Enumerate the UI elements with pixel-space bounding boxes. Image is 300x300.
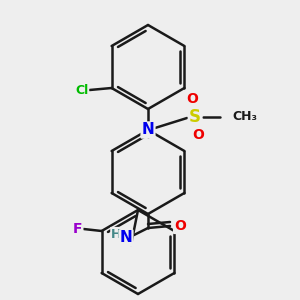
Text: S: S — [189, 108, 201, 126]
Text: H: H — [111, 227, 121, 241]
Text: CH₃: CH₃ — [232, 110, 257, 124]
Text: O: O — [192, 128, 204, 142]
Text: N: N — [120, 230, 132, 245]
Text: O: O — [174, 219, 186, 233]
Text: F: F — [73, 222, 82, 236]
Text: O: O — [186, 92, 198, 106]
Text: N: N — [142, 122, 154, 137]
Text: Cl: Cl — [75, 83, 88, 97]
